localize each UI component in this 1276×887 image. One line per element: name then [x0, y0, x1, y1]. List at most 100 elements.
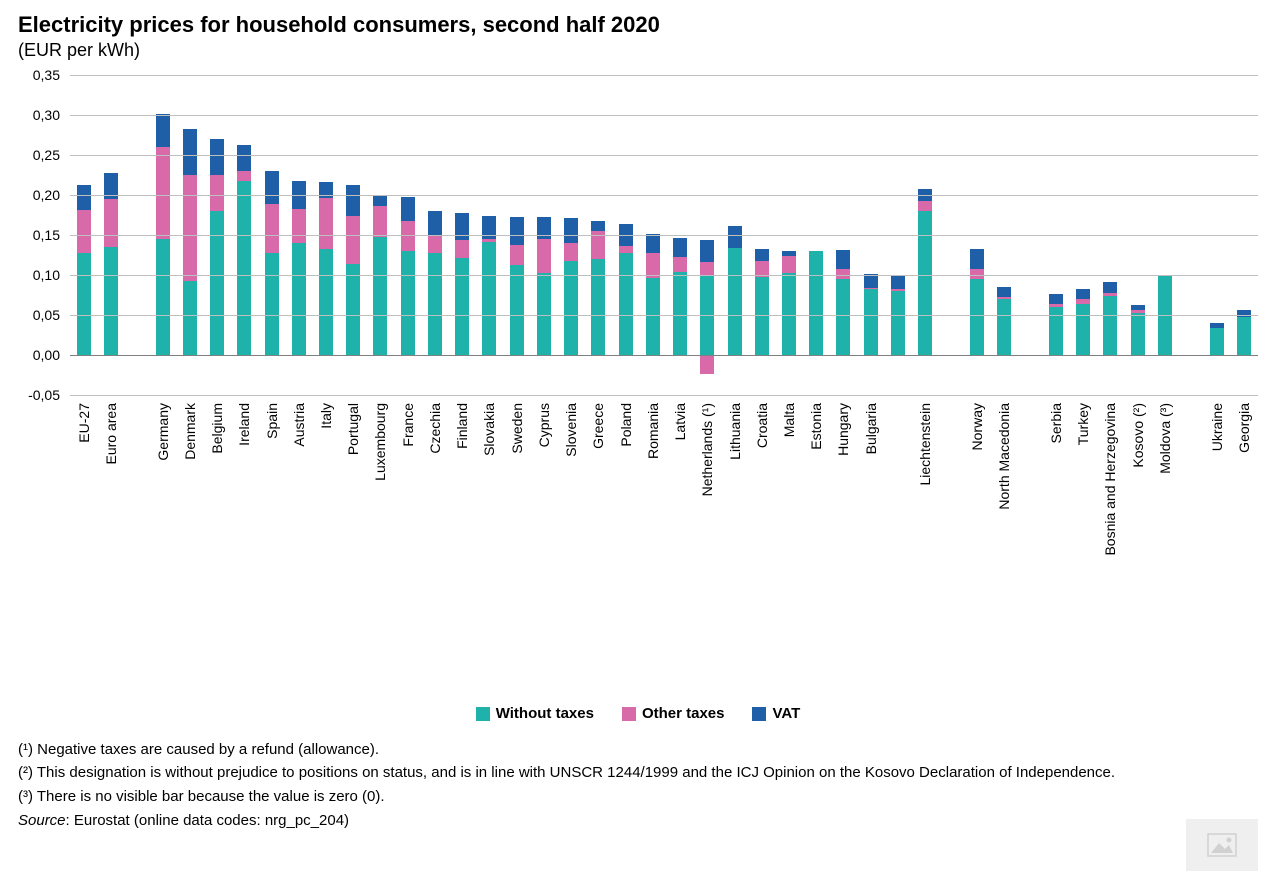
x-label: Belgium	[203, 399, 230, 555]
x-label-text: Ireland	[236, 403, 252, 446]
bar-seg-vat	[673, 238, 687, 257]
x-label: Hungary	[830, 399, 857, 555]
bar-seg-vat	[564, 218, 578, 243]
y-tick-label: 0,30	[33, 107, 60, 123]
bar-seg-without_taxes	[292, 243, 306, 355]
x-label: Slovenia	[558, 399, 585, 555]
y-tick-label: 0,35	[33, 67, 60, 83]
x-label: Germany	[149, 399, 176, 555]
bar-seg-without_taxes	[373, 237, 387, 355]
x-label: Latvia	[666, 399, 693, 555]
bar-seg-without_taxes	[319, 249, 333, 355]
x-label: Romania	[639, 399, 666, 555]
x-label: Sweden	[503, 399, 530, 555]
bar-seg-vat	[77, 185, 91, 211]
x-label-text: Belgium	[209, 403, 225, 454]
x-label: Norway	[963, 399, 990, 555]
x-label: Euro area	[97, 399, 124, 555]
bar-seg-other_taxes	[673, 257, 687, 271]
x-label-text: Croatia	[754, 403, 770, 448]
legend-swatch	[752, 707, 766, 721]
x-label: EU-27	[70, 399, 97, 555]
x-label-text: EU-27	[76, 403, 92, 443]
x-label-text: Ukraine	[1209, 403, 1225, 451]
bar-seg-vat	[591, 221, 605, 231]
bar-seg-other_taxes	[292, 209, 306, 243]
gridline	[70, 275, 1258, 276]
bar-seg-without_taxes	[836, 279, 850, 355]
x-label: Poland	[612, 399, 639, 555]
bar-seg-vat	[1210, 323, 1224, 328]
gridline	[70, 395, 1258, 396]
x-label-text: Bosnia and Herzegovina	[1102, 403, 1118, 556]
source-label: Source	[18, 812, 66, 829]
bar-seg-neg	[700, 355, 714, 374]
bar-seg-vat	[1103, 282, 1117, 293]
x-label-text: Spain	[264, 403, 280, 439]
x-label-text: Turkey	[1075, 403, 1091, 445]
x-label: Luxembourg	[367, 399, 394, 555]
bar-seg-without_taxes	[455, 258, 469, 355]
bar-seg-vat	[401, 197, 415, 221]
bar-seg-without_taxes	[77, 253, 91, 355]
bar-seg-vat	[510, 217, 524, 245]
bar-seg-other_taxes	[864, 288, 878, 290]
x-label: Serbia	[1042, 399, 1069, 555]
x-label-text: Estonia	[808, 403, 824, 450]
bar-seg-without_taxes	[183, 281, 197, 355]
x-label: Denmark	[176, 399, 203, 555]
x-label-text: Lithuania	[727, 403, 743, 460]
x-label-text: Portugal	[345, 403, 361, 455]
x-gap	[1018, 399, 1043, 555]
bar-seg-other_taxes	[997, 297, 1011, 299]
bar-seg-without_taxes	[970, 279, 984, 355]
bar-seg-vat	[728, 226, 742, 248]
x-label: Georgia	[1230, 399, 1257, 555]
bar-seg-without_taxes	[401, 251, 415, 355]
x-label: Austria	[285, 399, 312, 555]
bar-seg-vat	[156, 114, 170, 147]
x-label	[884, 399, 911, 555]
bar-seg-other_taxes	[918, 201, 932, 211]
bar-seg-without_taxes	[1076, 304, 1090, 355]
bar-seg-vat	[237, 145, 251, 171]
x-label-text: Latvia	[672, 403, 688, 440]
legend: Without taxesOther taxesVAT	[18, 705, 1258, 725]
x-label-text: Czechia	[427, 403, 443, 454]
y-tick-label: 0,15	[33, 227, 60, 243]
image-placeholder-icon	[1186, 819, 1258, 871]
bar-seg-without_taxes	[646, 278, 660, 355]
bar-seg-other_taxes	[510, 245, 524, 266]
x-label: France	[394, 399, 421, 555]
bar-seg-without_taxes	[1131, 313, 1145, 355]
gridline	[70, 355, 1258, 356]
x-label-text: Finland	[454, 403, 470, 449]
x-gap	[939, 399, 964, 555]
bar-seg-vat	[836, 250, 850, 269]
x-label: Italy	[312, 399, 339, 555]
gridline	[70, 155, 1258, 156]
bar-seg-without_taxes	[104, 247, 118, 355]
x-gap	[1178, 399, 1203, 555]
bar-seg-vat	[864, 274, 878, 288]
bar-seg-vat	[997, 287, 1011, 297]
bar-seg-without_taxes	[918, 211, 932, 355]
bar-seg-without_taxes	[809, 251, 823, 355]
bar-seg-vat	[891, 276, 905, 290]
y-tick-label: 0,25	[33, 147, 60, 163]
bar-seg-without_taxes	[673, 272, 687, 355]
bar-seg-vat	[373, 195, 387, 206]
bar-seg-other_taxes	[237, 171, 251, 181]
x-label-text: Slovenia	[563, 403, 579, 457]
x-label-text: Luxembourg	[372, 403, 388, 481]
legend-label: VAT	[772, 705, 800, 722]
bar-seg-without_taxes	[997, 299, 1011, 355]
legend-swatch	[476, 707, 490, 721]
x-label: Ukraine	[1203, 399, 1230, 555]
x-label-text: Serbia	[1048, 403, 1064, 443]
bar-seg-without_taxes	[1237, 317, 1251, 355]
bar-seg-without_taxes	[1210, 328, 1224, 355]
bar-seg-without_taxes	[265, 253, 279, 355]
x-label: Liechtenstein	[912, 399, 939, 555]
legend-label: Without taxes	[496, 705, 594, 722]
